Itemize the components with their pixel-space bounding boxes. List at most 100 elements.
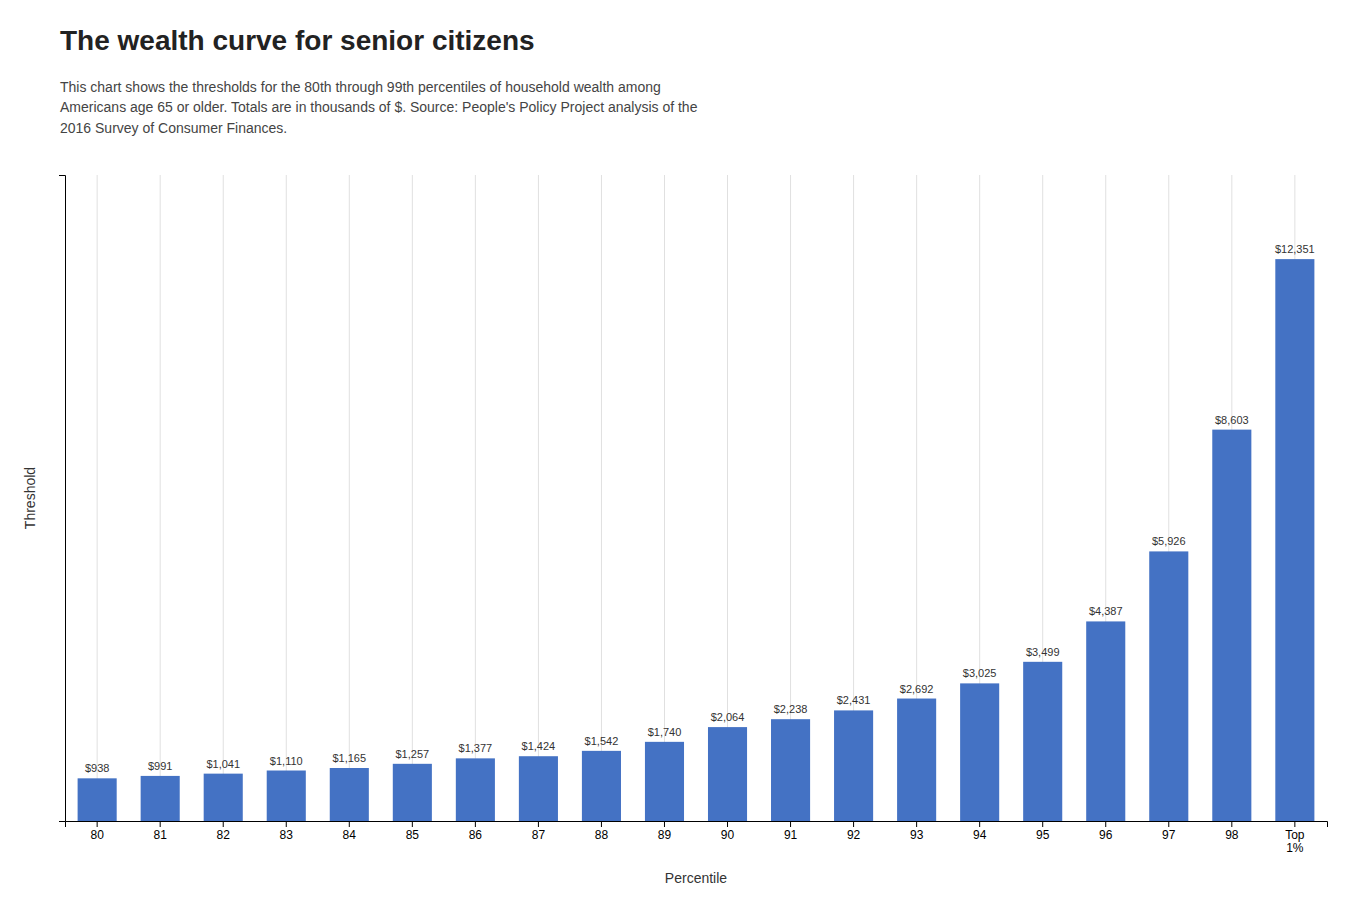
x-tick: 94 <box>973 821 987 842</box>
grid-line <box>475 175 476 821</box>
x-tick-mark <box>223 821 224 827</box>
bar <box>330 768 369 821</box>
x-tick-label: 87 <box>532 828 546 842</box>
x-tick: 87 <box>532 821 546 842</box>
x-tick-label: 86 <box>469 828 483 842</box>
bar <box>267 771 306 821</box>
data-label: $991 <box>148 760 172 772</box>
data-labels: $938$991$1,041$1,110$1,165$1,257$1,377$1… <box>85 243 1315 774</box>
data-label: $2,064 <box>711 711 745 723</box>
x-tick: 81 <box>154 821 168 842</box>
plot: $938$991$1,041$1,110$1,165$1,257$1,377$1… <box>22 175 1328 886</box>
x-tick: 86 <box>469 821 483 842</box>
x-tick-mark <box>475 821 476 827</box>
x-tick-label: 84 <box>343 828 357 842</box>
data-label: $2,431 <box>837 694 871 706</box>
x-tick-label: 96 <box>1099 828 1113 842</box>
bar <box>960 683 999 821</box>
x-tick: 83 <box>280 821 294 842</box>
x-tick: 98 <box>1225 821 1239 842</box>
bar <box>519 756 558 821</box>
bar <box>708 727 747 821</box>
x-tick: 93 <box>910 821 924 842</box>
x-tick: 80 <box>90 821 104 842</box>
x-tick-mark <box>286 821 287 827</box>
x-tick-label: 91 <box>784 828 798 842</box>
x-tick-mark <box>1105 821 1106 827</box>
x-tick-mark <box>97 821 98 827</box>
x-tick: 90 <box>721 821 735 842</box>
x-tick: 91 <box>784 821 798 842</box>
x-tick: 85 <box>406 821 420 842</box>
grid-line <box>223 175 224 821</box>
x-axis-line <box>66 822 1328 828</box>
x-tick: 95 <box>1036 821 1050 842</box>
x-tick-label: 97 <box>1162 828 1176 842</box>
x-tick: 84 <box>343 821 357 842</box>
x-tick-mark <box>349 821 350 827</box>
data-label: $3,499 <box>1026 646 1060 658</box>
marks <box>78 175 1315 821</box>
data-label: $2,692 <box>900 683 934 695</box>
x-tick-mark <box>1294 821 1295 827</box>
grid-line <box>538 175 539 821</box>
bar <box>1086 621 1125 821</box>
grid-line <box>349 175 350 821</box>
x-tick: 96 <box>1099 821 1113 842</box>
x-tick: 88 <box>595 821 609 842</box>
bar <box>456 758 495 821</box>
data-label: $1,257 <box>396 748 430 760</box>
x-axis-title: Percentile <box>665 870 727 886</box>
bars <box>78 259 1315 821</box>
x-tick-mark <box>790 821 791 827</box>
x-tick-mark <box>853 821 854 827</box>
x-tick-label: 92 <box>847 828 861 842</box>
x-tick: 89 <box>658 821 672 842</box>
x-tick-label: 93 <box>910 828 924 842</box>
x-tick: 92 <box>847 821 861 842</box>
x-tick-mark <box>160 821 161 827</box>
data-label: $1,110 <box>270 755 303 767</box>
x-tick-label: 95 <box>1036 828 1050 842</box>
x-tick-label: 80 <box>90 828 104 842</box>
bar <box>1275 259 1314 821</box>
x-tick-mark <box>664 821 665 827</box>
subtitle: This chart shows the thresholds for the … <box>60 79 698 136</box>
x-tick-label: 81 <box>154 828 168 842</box>
title: The wealth curve for senior citizens <box>60 25 535 56</box>
data-label: $1,041 <box>206 758 240 770</box>
bar <box>1149 551 1188 821</box>
bar <box>1023 662 1062 821</box>
bar <box>582 751 621 821</box>
x-tick: 82 <box>217 821 231 842</box>
x-tick: Top1% <box>1285 821 1305 855</box>
data-label: $1,424 <box>522 740 556 752</box>
data-label: $1,542 <box>585 735 619 747</box>
data-label: $2,238 <box>774 703 808 715</box>
bar <box>141 776 180 821</box>
x-tick-mark <box>727 821 728 827</box>
x-tick-mark <box>1168 821 1169 827</box>
y-axis <box>59 176 66 822</box>
bar <box>771 719 810 821</box>
data-label: $12,351 <box>1275 243 1315 255</box>
data-label: $1,740 <box>648 726 682 738</box>
x-tick: 97 <box>1162 821 1176 842</box>
x-tick-label: 94 <box>973 828 987 842</box>
data-label: $5,926 <box>1152 535 1186 547</box>
bar <box>1212 430 1251 821</box>
grid <box>97 175 1295 821</box>
grid-line <box>412 175 413 821</box>
data-label: $8,603 <box>1215 414 1249 426</box>
x-tick-mark <box>601 821 602 827</box>
grid-line <box>601 175 602 821</box>
x-tick-label: Top1% <box>1285 828 1305 856</box>
grid-line <box>727 175 728 821</box>
x-tick-mark <box>916 821 917 827</box>
data-label: $1,165 <box>332 752 366 764</box>
x-tick-label: 85 <box>406 828 420 842</box>
data-label: $4,387 <box>1089 605 1123 617</box>
x-tick-mark <box>1231 821 1232 827</box>
x-tick-mark <box>979 821 980 827</box>
bar <box>645 742 684 821</box>
